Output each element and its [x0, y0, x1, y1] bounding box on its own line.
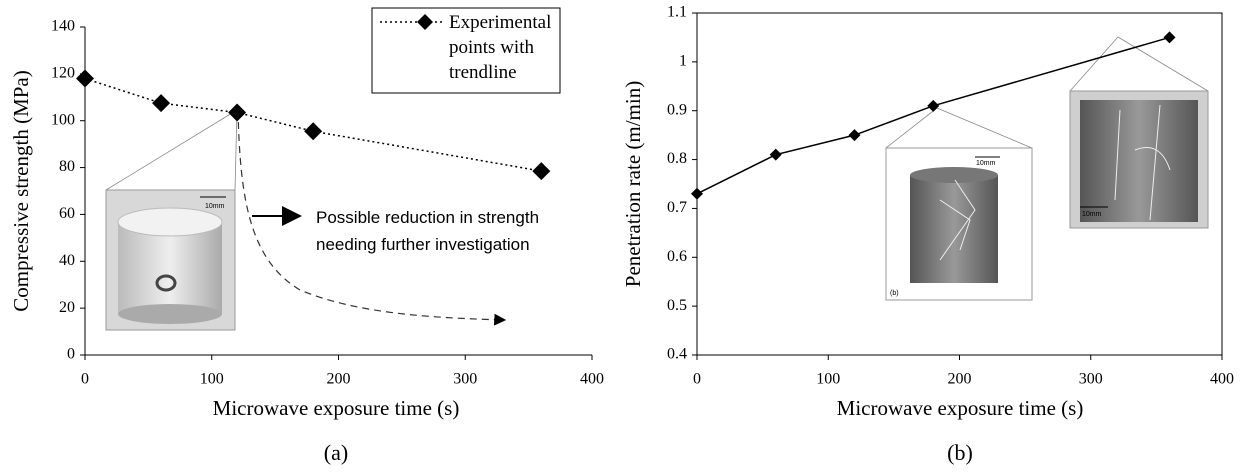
y-tick-label: 20 [59, 299, 75, 316]
y-tick-label: 0.7 [667, 199, 687, 216]
y-tick-label: 1 [679, 53, 687, 70]
data-point [152, 94, 171, 113]
legend-label: Experimental points with trendline [449, 12, 552, 83]
y-tick-label: 40 [59, 252, 75, 269]
image-label: (b) [890, 290, 899, 297]
x-tick-label: 0 [693, 371, 701, 388]
inset-photo: 10mm (b) [885, 107, 1033, 301]
y-tick-label: 1.1 [667, 4, 687, 21]
x-tick-label: 200 [948, 371, 972, 388]
scale-label: 10mm [205, 203, 225, 210]
x-tick-label: 100 [200, 371, 224, 388]
y-tick-label: 60 [59, 205, 75, 222]
y-tick-label: 0.9 [667, 101, 687, 118]
y-tick-label: 0.4 [667, 346, 687, 363]
x-axis-label: Microwave exposure time (s) [213, 396, 460, 420]
x-tick-label: 300 [1079, 371, 1103, 388]
x-tick-label: 200 [327, 371, 351, 388]
data-point [691, 187, 703, 200]
y-tick-label: 0.5 [667, 297, 687, 314]
x-tick-label: 400 [1210, 371, 1234, 388]
x-tick-label: 400 [580, 371, 604, 388]
data-point [1163, 31, 1176, 44]
data-point [304, 122, 323, 141]
inset-photo: 10mm [1069, 36, 1209, 229]
data-point [848, 129, 861, 142]
y-axis-label: Compressive strength (MPa) [9, 70, 33, 311]
scale-label: 10mm [976, 160, 996, 167]
x-tick-label: 100 [816, 371, 840, 388]
annotation: Possible reduction in strength needing f… [316, 208, 540, 254]
data-point [927, 99, 940, 112]
data-point [76, 69, 94, 88]
caption: (a) [324, 440, 348, 465]
y-tick-label: 120 [51, 65, 75, 82]
caption: (b) [947, 440, 973, 465]
x-tick-label: 300 [453, 371, 477, 388]
x-tick-label: 0 [81, 371, 89, 388]
possible-trend [237, 109, 507, 326]
data-point [769, 148, 782, 161]
scale-label: 10mm [1082, 211, 1102, 218]
y-tick-label: 0.8 [667, 150, 687, 167]
y-tick-label: 0.6 [667, 248, 687, 265]
x-axis-label: Microwave exposure time (s) [837, 396, 1084, 420]
y-axis-label: Penetration rate (m/min) [621, 81, 645, 287]
data-point [532, 162, 551, 181]
y-tick-label: 0 [67, 346, 75, 363]
data-point [228, 103, 247, 122]
y-tick-label: 100 [51, 111, 75, 128]
y-tick-label: 140 [51, 18, 75, 35]
inset-photo: 10mm [105, 109, 238, 331]
legend [371, 7, 561, 94]
y-tick-label: 80 [59, 158, 75, 175]
